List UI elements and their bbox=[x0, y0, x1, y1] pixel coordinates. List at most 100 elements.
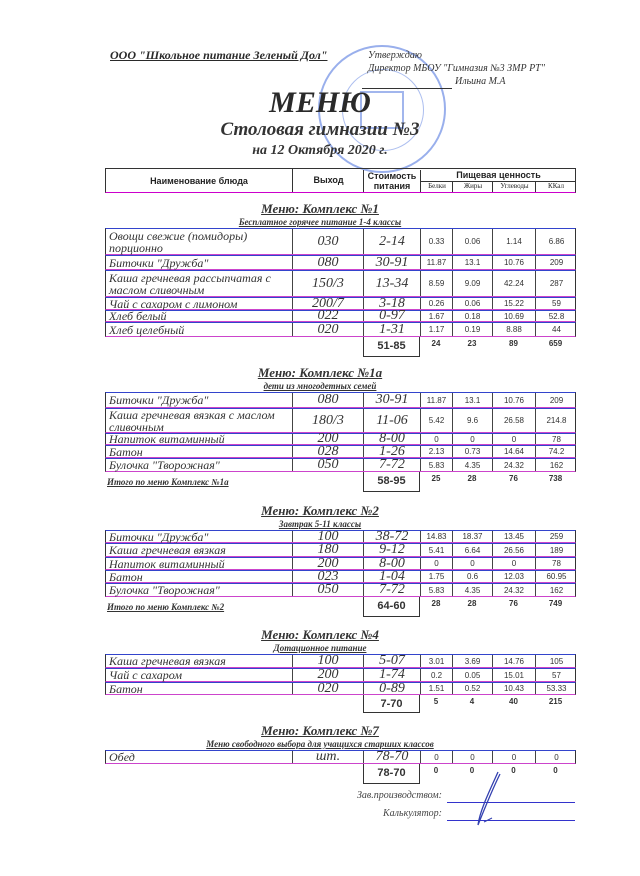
section-title: Меню: Комплекс №1а bbox=[257, 365, 383, 380]
total-cost-box bbox=[363, 764, 420, 784]
cell-kcal: 44 bbox=[552, 325, 561, 334]
table-row: Чай с сахаром с лимоном 200/7 3-18 0.26 0.06… bbox=[105, 296, 576, 310]
approval-director: Директор МБОУ "Гимназия №3 ЗМР РТ" bbox=[368, 63, 545, 74]
table-row: Биточки "Дружба" 080 30-91 11.87 13.1 10.76 20… bbox=[105, 255, 576, 270]
table-header: Наименование блюда Выход Стоимость питан… bbox=[105, 168, 576, 193]
cell-carbs: 26.56 bbox=[493, 544, 536, 556]
cell-output: шт. bbox=[293, 750, 364, 764]
cell-dish-name: Булочка "Творожная" bbox=[106, 584, 293, 596]
total-cost: 51-85 bbox=[377, 340, 406, 352]
cell-dish-name: Каша гречневая вязкая с маслом сливочным bbox=[106, 409, 293, 433]
cell-cost: 1-74 bbox=[364, 668, 421, 682]
official-stamp bbox=[318, 45, 446, 173]
total-cost-box bbox=[363, 597, 420, 617]
cell-dish-name: Биточки "Дружба" bbox=[106, 531, 293, 543]
cell-output: 150/3 bbox=[293, 271, 364, 296]
cell-carbs: 24.32 bbox=[493, 584, 536, 596]
total-fat: 4 bbox=[469, 697, 475, 706]
cell-dish-name: Хлеб целебный bbox=[106, 323, 293, 336]
cell-protein: 5.41 bbox=[421, 544, 453, 556]
calculator-signature-line bbox=[447, 820, 575, 821]
approval-signature-line bbox=[362, 88, 452, 89]
total-label: Итого по меню Комплекс №2 bbox=[107, 602, 225, 612]
cell-carbs: 12.03 bbox=[493, 571, 536, 582]
cell-protein: 0 bbox=[421, 751, 453, 763]
total-fat: 28 bbox=[467, 599, 477, 608]
table-row: Овощи свежие (помидоры) порционно 030 2-14… bbox=[105, 228, 576, 255]
cell-protein: 1.17 bbox=[421, 323, 453, 336]
cell-kcal: 162 bbox=[549, 585, 564, 595]
header-fat: Жиры bbox=[452, 182, 493, 192]
cell-kcal: 0 bbox=[554, 752, 559, 762]
cell-fat: 0.18 bbox=[453, 311, 493, 321]
cell-output: 200 bbox=[293, 432, 364, 446]
cell-protein: 0 bbox=[421, 434, 453, 444]
table-row: Биточки "Дружба" 100 38-72 14.83 18.37 13.45 2… bbox=[105, 529, 576, 543]
cell-cost: 0-89 bbox=[364, 681, 421, 695]
cell-dish-name: Напиток витаминный bbox=[106, 558, 293, 570]
cell-fat: 0 bbox=[453, 558, 493, 569]
cell-cost: 1-31 bbox=[364, 322, 421, 336]
cell-dish-name: Биточки "Дружба" bbox=[106, 256, 293, 269]
cell-kcal: 57 bbox=[552, 670, 561, 680]
cell-dish-name: Булочка "Творожная" bbox=[106, 459, 293, 471]
cell-fat: 0.05 bbox=[453, 669, 493, 681]
cell-protein: 5.83 bbox=[421, 459, 453, 471]
cell-fat: 0.19 bbox=[453, 323, 493, 336]
cell-cost: 38-72 bbox=[364, 529, 421, 543]
cell-carbs: 1.14 bbox=[493, 229, 536, 254]
cell-fat: 13.1 bbox=[453, 393, 493, 407]
cell-output: 100 bbox=[293, 654, 364, 668]
table-row: Каша гречневая вязкая 100 5-07 3.01 3.69 14.7… bbox=[105, 654, 576, 668]
cell-cost: 9-12 bbox=[364, 543, 421, 557]
cell-kcal: 209 bbox=[549, 395, 564, 405]
cell-fat: 18.37 bbox=[453, 531, 493, 542]
production-head-signature-line bbox=[447, 802, 575, 803]
total-protein: 24 bbox=[431, 339, 441, 348]
cell-carbs: 0 bbox=[493, 434, 536, 444]
production-head-label: Зав.производством: bbox=[356, 790, 442, 801]
cell-carbs: 10.76 bbox=[493, 256, 536, 269]
total-carbs: 89 bbox=[509, 339, 518, 348]
total-cost-box bbox=[363, 337, 420, 357]
approval-line: Утверждаю bbox=[368, 50, 422, 61]
cell-fat: 0 bbox=[453, 751, 493, 763]
total-carbs: 76 bbox=[509, 474, 518, 483]
cell-cost: 3-18 bbox=[364, 296, 421, 310]
cell-kcal: 189 bbox=[549, 545, 564, 555]
cell-carbs: 8.88 bbox=[493, 323, 536, 336]
cell-output: 020 bbox=[293, 322, 364, 336]
table-row: Хлеб белый 022 0-97 1.67 0.18 10.69 52.8 bbox=[105, 309, 576, 323]
cell-kcal: 52.8 bbox=[548, 311, 565, 321]
total-label: Итого по меню Комплекс №1а bbox=[107, 477, 229, 487]
total-kcal: 738 bbox=[548, 474, 563, 483]
cell-kcal: 74.2 bbox=[548, 447, 565, 456]
table-row: Батон 020 0-89 1.51 0.52 10.43 53.33 bbox=[105, 681, 576, 695]
cell-fat: 0.52 bbox=[453, 683, 493, 694]
table-row: Батон 023 1-04 1.75 0.6 12.03 60.95 bbox=[105, 569, 576, 583]
cell-cost: 13-34 bbox=[364, 271, 421, 296]
table-row: Каша гречневая вязкая с маслом сливочным… bbox=[105, 408, 576, 433]
cell-output: 030 bbox=[293, 229, 364, 254]
cell-carbs: 15.01 bbox=[493, 669, 536, 681]
cell-kcal: 78 bbox=[552, 559, 561, 568]
cell-output: 022 bbox=[293, 309, 364, 323]
cell-cost: 5-07 bbox=[364, 654, 421, 668]
cell-dish-name: Напиток витаминный bbox=[106, 433, 293, 445]
cell-dish-name: Батон bbox=[106, 683, 293, 695]
cell-protein: 1.75 bbox=[421, 571, 453, 582]
section-subtitle: Дотационное питание bbox=[273, 643, 367, 653]
total-cost-box bbox=[363, 472, 420, 492]
total-cost: 58-95 bbox=[377, 475, 406, 487]
cell-output: 050 bbox=[293, 583, 364, 597]
cell-output: 023 bbox=[293, 569, 364, 583]
cell-fat: 9.6 bbox=[453, 409, 493, 432]
cell-kcal: 162 bbox=[549, 460, 564, 470]
total-kcal: 659 bbox=[548, 339, 563, 348]
header-cost: Стоимость питания bbox=[363, 170, 420, 192]
cell-carbs: 10.69 bbox=[493, 311, 536, 321]
cell-kcal: 6.86 bbox=[548, 237, 565, 246]
total-protein: 28 bbox=[431, 599, 441, 608]
table-row: Напиток витаминный 200 8-00 0 0 0 78 bbox=[105, 432, 576, 446]
cell-fat: 13.1 bbox=[453, 256, 493, 269]
